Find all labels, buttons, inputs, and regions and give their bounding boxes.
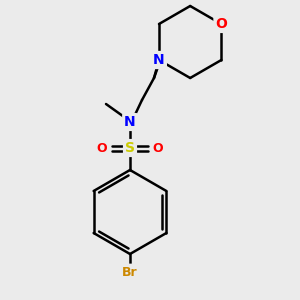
Text: S: S <box>125 141 135 155</box>
Text: O: O <box>153 142 163 154</box>
Text: O: O <box>97 142 107 154</box>
Text: Br: Br <box>122 266 138 278</box>
Text: O: O <box>215 17 227 31</box>
Text: N: N <box>153 53 165 67</box>
Text: N: N <box>124 115 136 129</box>
Text: N: N <box>153 53 165 67</box>
